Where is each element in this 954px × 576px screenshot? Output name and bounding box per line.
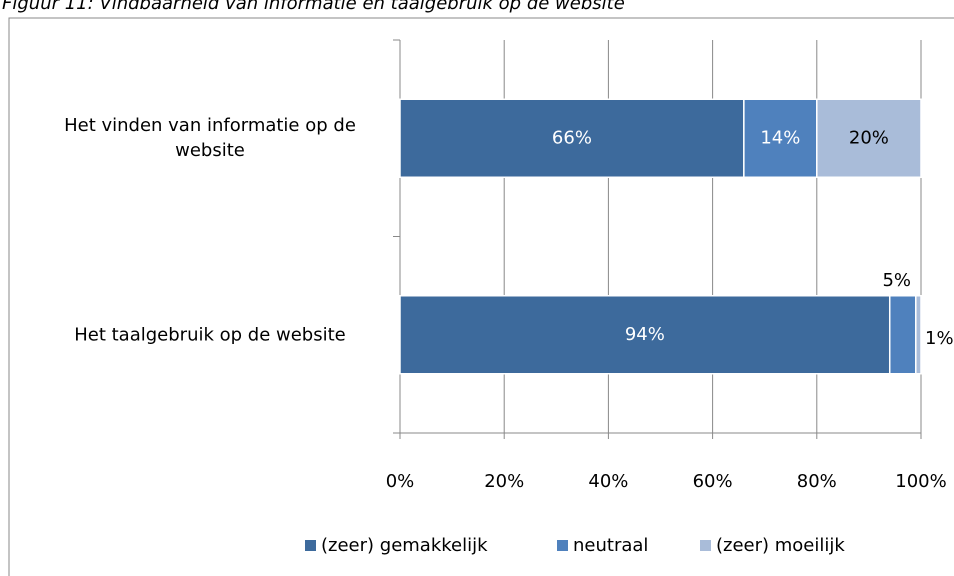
- legend-swatch: [700, 540, 711, 551]
- data-label: 5%: [882, 270, 911, 291]
- bar-segment: [888, 295, 917, 375]
- legend-label: (zeer) moeilijk: [716, 535, 845, 556]
- x-tick-label: 80%: [797, 471, 837, 492]
- legend-swatch: [557, 540, 568, 551]
- data-label: 66%: [552, 127, 592, 148]
- legend-label: (zeer) gemakkelijk: [321, 535, 488, 556]
- bar-segment: [915, 295, 922, 375]
- chart-title: Figuur 11: Vindbaarheid van informatie e…: [2, 0, 625, 14]
- chart-border: [8, 17, 954, 576]
- x-tick-label: 0%: [386, 471, 415, 492]
- data-label: 14%: [760, 127, 800, 148]
- x-tick-label: 40%: [588, 471, 628, 492]
- x-tick-label: 100%: [895, 471, 946, 492]
- y-tick-label: Het taalgebruik op de website: [74, 324, 346, 346]
- legend-label: neutraal: [573, 535, 648, 556]
- bar-segment: [816, 98, 922, 178]
- bar-segment: [399, 295, 891, 375]
- x-tick-label: 60%: [693, 471, 733, 492]
- data-label: 20%: [849, 127, 889, 148]
- legend-swatch: [305, 540, 316, 551]
- x-tick-label: 20%: [484, 471, 524, 492]
- bar-segment: [743, 98, 818, 178]
- bar-segment: [399, 98, 745, 178]
- data-label: 94%: [625, 324, 665, 345]
- data-label: 1%: [925, 328, 954, 349]
- y-tick-label: Het vinden van informatie op de website: [64, 115, 356, 162]
